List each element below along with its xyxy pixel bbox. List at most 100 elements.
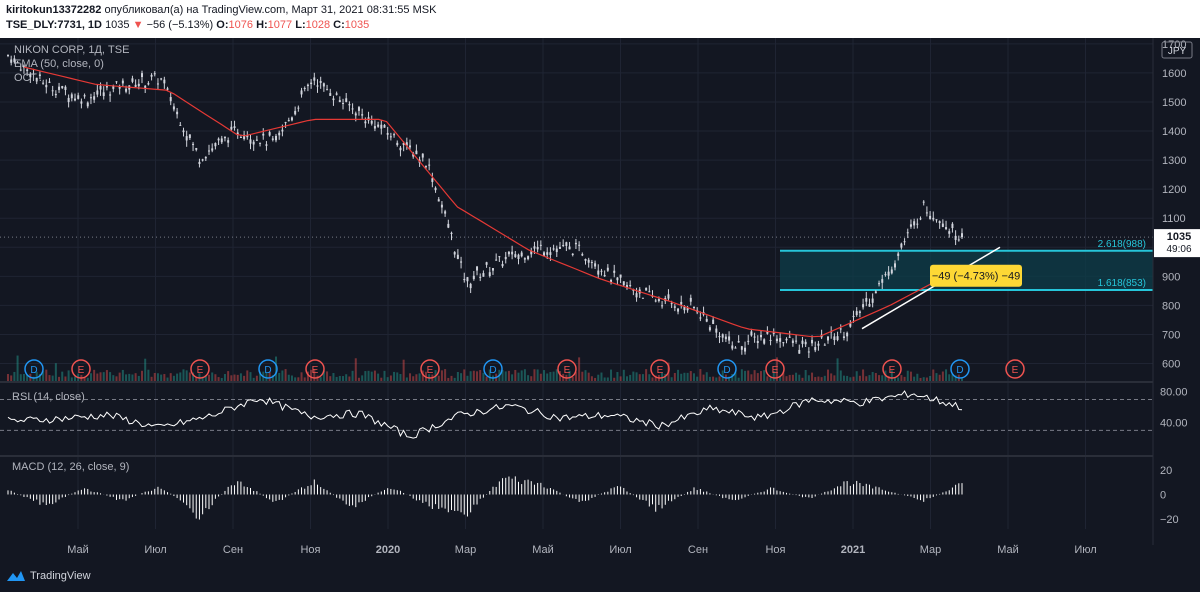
price-candle (881, 279, 884, 283)
volume-bar (881, 375, 884, 381)
volume-bar (348, 376, 351, 381)
volume-bar (156, 373, 159, 381)
price-candle (89, 97, 92, 99)
price-candle (424, 166, 427, 168)
price-candles (7, 54, 963, 359)
volume-bar (453, 377, 456, 381)
price-candle (227, 140, 230, 143)
volume-bar (696, 376, 699, 381)
volume-bar (578, 357, 581, 381)
price-candle (906, 232, 909, 234)
price-candle (498, 256, 501, 258)
price-candle (262, 133, 265, 136)
price-candle (134, 84, 137, 87)
volume-bar (48, 375, 51, 381)
volume-bar (335, 376, 338, 381)
volume-bar (661, 372, 664, 381)
price-candle (93, 96, 96, 100)
dividend-event[interactable] (717, 359, 737, 379)
volume-bar (383, 370, 386, 381)
price-candle (342, 103, 345, 105)
volume-bar (313, 369, 316, 381)
price-tick-label: 1400 (1162, 126, 1186, 138)
volume-bar (728, 376, 731, 381)
price-candle (102, 92, 105, 97)
macd-tick-label: −20 (1160, 514, 1179, 526)
earnings-event[interactable] (190, 359, 210, 379)
other-legend[interactable]: ОСТ... (14, 72, 45, 84)
volume-bar (188, 372, 191, 381)
price-candle (868, 303, 871, 307)
price-candle (775, 338, 778, 342)
open-value: 1076 (228, 19, 253, 31)
volume-bar (131, 374, 134, 381)
price-candle (456, 254, 459, 259)
tradingview-footer[interactable]: TradingView (6, 570, 91, 582)
volume-bar (185, 370, 188, 381)
volume-bar (610, 369, 613, 381)
price-candle (453, 252, 456, 255)
macd-tick-label: 0 (1160, 490, 1166, 502)
measure-tool[interactable]: −49 (−4.73%) −49 (930, 264, 1022, 287)
price-candle (188, 134, 191, 138)
dividend-event[interactable] (950, 359, 970, 379)
price-candle (801, 340, 804, 344)
price-candle (322, 83, 325, 87)
price-candle (692, 306, 695, 308)
price-candle (558, 246, 561, 249)
earnings-event[interactable] (420, 359, 440, 379)
currency-box[interactable] (1161, 41, 1193, 59)
volume-bar (306, 371, 309, 381)
price-candle (791, 340, 794, 343)
dividend-event[interactable] (24, 359, 44, 379)
earnings-event[interactable] (71, 359, 91, 379)
price-candle (444, 211, 447, 214)
volume-bar (121, 369, 124, 381)
price-candle (657, 299, 660, 302)
trend-line[interactable] (861, 246, 1001, 330)
dividend-event[interactable] (483, 359, 503, 379)
price-candle (383, 124, 386, 128)
volume-bar (740, 369, 743, 381)
earnings-event[interactable] (305, 359, 325, 379)
volume-bar (686, 372, 689, 381)
volume-bar (514, 369, 517, 381)
price-candle (641, 297, 644, 299)
price-candle (842, 336, 845, 339)
chart-canvas[interactable]: 2.618(988) 1.618(853) −49 (−4.73%) −49 D… (0, 38, 1200, 564)
event-marker-label: E (197, 365, 204, 376)
time-tick-label: Май (532, 544, 554, 556)
author-name[interactable]: kiritokun13372282 (6, 4, 102, 16)
earnings-event[interactable] (882, 359, 902, 379)
price-candle (689, 297, 692, 302)
price-candle (798, 349, 801, 354)
ema-legend[interactable]: EMA (50, close, 0) (14, 58, 104, 70)
price-candle (507, 251, 510, 255)
earnings-event[interactable] (557, 359, 577, 379)
price-candle (654, 300, 657, 302)
volume-bar (616, 372, 619, 381)
earnings-event[interactable] (1005, 359, 1025, 379)
volume-bar (64, 376, 67, 381)
volume-bar (310, 369, 313, 381)
volume-bar (906, 370, 909, 381)
currency-label: JPY (1168, 46, 1187, 57)
price-candle (728, 336, 731, 341)
volume-bar (581, 371, 584, 381)
volume-bar (893, 377, 896, 381)
dividend-event[interactable] (258, 359, 278, 379)
earnings-event[interactable] (650, 359, 670, 379)
price-candle (195, 148, 198, 150)
volume-bar (396, 372, 399, 381)
event-marker-label: D (956, 365, 963, 376)
volume-bar (699, 369, 702, 381)
price-candle (141, 73, 144, 78)
volume-bar (83, 377, 86, 381)
symbol-title[interactable]: NIKON CORP, 1Д, TSE (14, 44, 130, 56)
volume-bar (290, 375, 293, 381)
earnings-event[interactable] (765, 359, 785, 379)
rsi-pane (0, 390, 1153, 439)
price-candle (86, 102, 89, 107)
event-marker-label: E (427, 365, 434, 376)
price-candle (271, 138, 274, 140)
